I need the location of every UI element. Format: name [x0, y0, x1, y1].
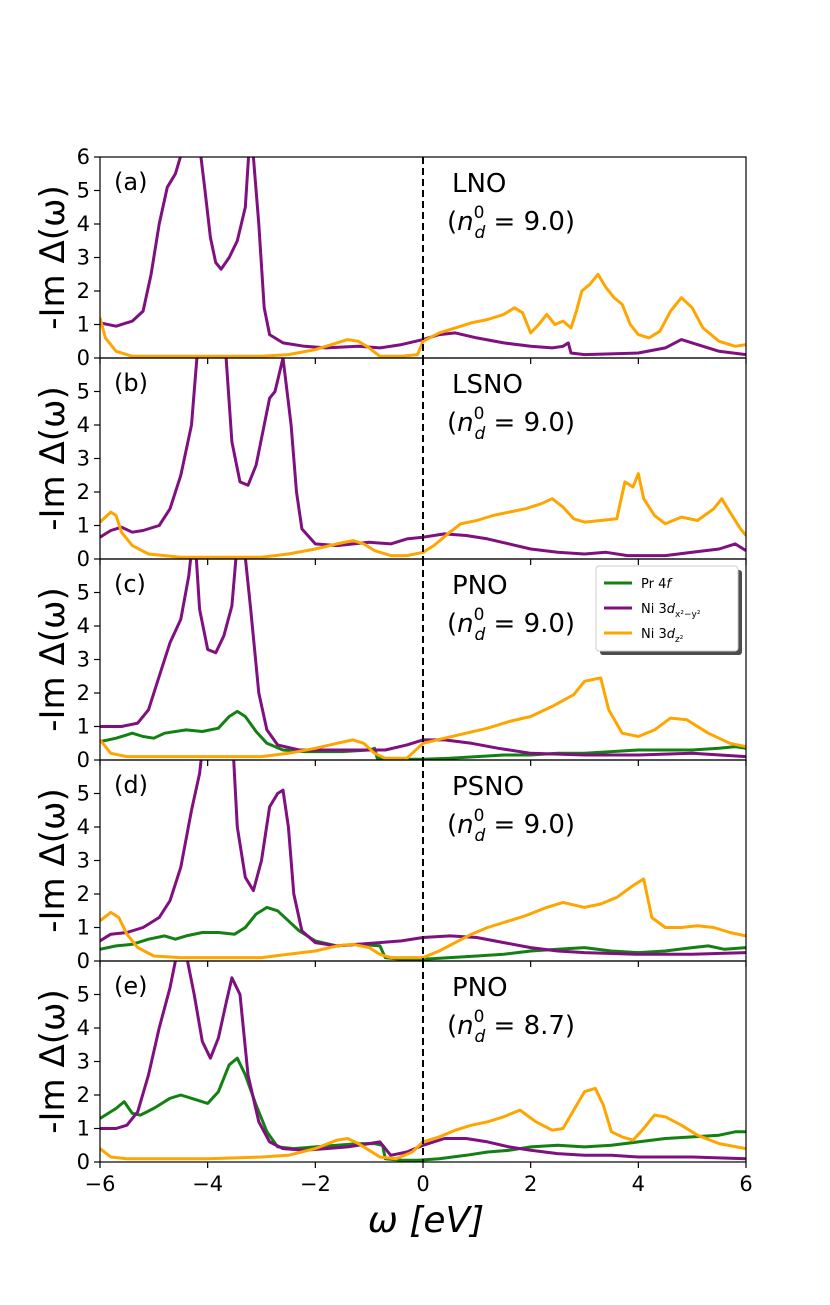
y-tick-label-e-1: 1 [77, 1117, 90, 1141]
material-label-b: LSNO [452, 370, 523, 400]
y-tick-label-c-4: 4 [77, 614, 90, 638]
y-axis-label-c: -Im Δ(ω) [33, 587, 73, 731]
y-tick-label-d-5: 5 [77, 782, 90, 806]
y-tick-label-a-6: 6 [77, 145, 90, 169]
y-tick-label-b-2: 2 [77, 480, 90, 504]
series-line-z2-e [100, 1086, 746, 1161]
material-label-c: PNO [452, 571, 508, 601]
series-line-z2-b [100, 472, 746, 559]
material-label-e: PNO [452, 973, 508, 1003]
x-tick-label-1: −4 [192, 1172, 223, 1196]
panel-label-a: (a) [114, 168, 147, 196]
y-tick-label-d-1: 1 [77, 916, 90, 940]
y-tick-label-c-5: 5 [77, 581, 90, 605]
y-tick-label-a-0: 0 [77, 346, 90, 370]
nd0-label-d: (n0 d = 9.0) [447, 806, 575, 846]
y-tick-label-b-0: 0 [77, 547, 90, 571]
y-tick-label-d-2: 2 [77, 882, 90, 906]
y-axis-label-a: -Im Δ(ω) [33, 185, 73, 329]
legend-box [595, 565, 739, 652]
series-line-z2-c [100, 676, 746, 760]
series-group-d [100, 760, 746, 961]
x-tick-label-3: 0 [416, 1172, 429, 1196]
y-tick-label-e-3: 3 [77, 1050, 90, 1074]
y-tick-label-a-5: 5 [77, 179, 90, 203]
legend-label-x2y2: Ni 3dx²−y² [641, 602, 701, 620]
nd0-label-c: (n0 d = 9.0) [447, 605, 575, 645]
panel-label-e: (e) [114, 972, 148, 1000]
material-label-a: LNO [452, 169, 506, 199]
series-group-a [100, 157, 746, 358]
panel-a: 0 1 2 3 4 5 6-Im Δ(ω) (a) LNO (n0 d = 9.0) [33, 145, 747, 370]
series-line-x2y2-e [100, 961, 746, 1161]
y-tick-label-a-1: 1 [77, 313, 90, 337]
series-line-z2-a [100, 272, 746, 358]
nd0-label-a: (n0 d = 9.0) [447, 203, 575, 243]
legend-label-z2: Ni 3dz² [641, 627, 684, 645]
panel-c: 0 1 2 3 4 5-Im Δ(ω) (c) PNO (n0 d = 9.0) Pr 4f Ni 3… [33, 558, 747, 772]
y-tick-label-c-1: 1 [77, 715, 90, 739]
series-line-z2-d [100, 877, 746, 960]
series-line-x2y2-d [100, 760, 746, 956]
x-tick-label-5: 4 [632, 1172, 645, 1196]
y-tick-label-b-5: 5 [77, 380, 90, 404]
x-tick-label-2: −2 [300, 1172, 331, 1196]
series-line-x2y2-b [100, 358, 746, 558]
y-tick-label-d-3: 3 [77, 849, 90, 873]
x-tick-label-0: −6 [85, 1172, 116, 1196]
nd0-label-b: (n0 d = 9.0) [447, 404, 575, 444]
x-tick-label-6: 6 [739, 1172, 752, 1196]
y-tick-label-b-1: 1 [77, 514, 90, 538]
y-tick-label-d-0: 0 [77, 949, 90, 973]
x-tick-label-4: 2 [524, 1172, 537, 1196]
y-tick-label-b-4: 4 [77, 413, 90, 437]
legend-label-pr4f: Pr 4f [641, 577, 673, 592]
series-group-e [100, 961, 746, 1162]
series-line-x2y2-a [100, 157, 746, 357]
material-label-d: PSNO [452, 772, 524, 802]
panel-label-b: (b) [114, 369, 148, 397]
y-tick-label-b-3: 3 [77, 447, 90, 471]
series-line-x2y2-c [100, 559, 746, 759]
y-tick-label-a-4: 4 [77, 212, 90, 236]
panel-label-c: (c) [114, 570, 146, 598]
series-group-b [100, 358, 746, 559]
y-axis-label-e: -Im Δ(ω) [33, 989, 73, 1133]
y-tick-label-d-4: 4 [77, 815, 90, 839]
panel-b: 0 1 2 3 4 5-Im Δ(ω) (b) LSNO (n0 d = 9.0) [33, 357, 747, 571]
y-tick-label-e-0: 0 [77, 1150, 90, 1174]
panel-label-d: (d) [114, 771, 148, 799]
y-axis-label-b: -Im Δ(ω) [33, 386, 73, 530]
y-tick-label-a-2: 2 [77, 279, 90, 303]
y-tick-label-c-2: 2 [77, 681, 90, 705]
y-tick-label-c-3: 3 [77, 648, 90, 672]
legend: Pr 4f Ni 3dx²−y² Ni 3dz² [595, 565, 742, 655]
y-tick-label-a-3: 3 [77, 246, 90, 270]
series-line-pr4f-e [100, 1056, 746, 1162]
y-tick-label-e-4: 4 [77, 1016, 90, 1040]
panel-d: 0 1 2 3 4 5-Im Δ(ω) (d) PSNO (n0 d = 9.0) [33, 759, 747, 973]
series-group-c [100, 559, 746, 760]
y-axis-label-d: -Im Δ(ω) [33, 788, 73, 932]
nd0-label-e: (n0 d = 8.7) [447, 1007, 575, 1047]
y-tick-label-e-5: 5 [77, 983, 90, 1007]
panel-e: 0 1 2 3 4 5 −6 −4 −2 0 2 4 6 -Im Δ(ω) (e) PNO (n0 d = 8.7… [33, 960, 753, 1196]
y-tick-label-c-0: 0 [77, 748, 90, 772]
x-axis-label: ω [eV] [368, 1200, 484, 1241]
y-tick-label-e-2: 2 [77, 1083, 90, 1107]
